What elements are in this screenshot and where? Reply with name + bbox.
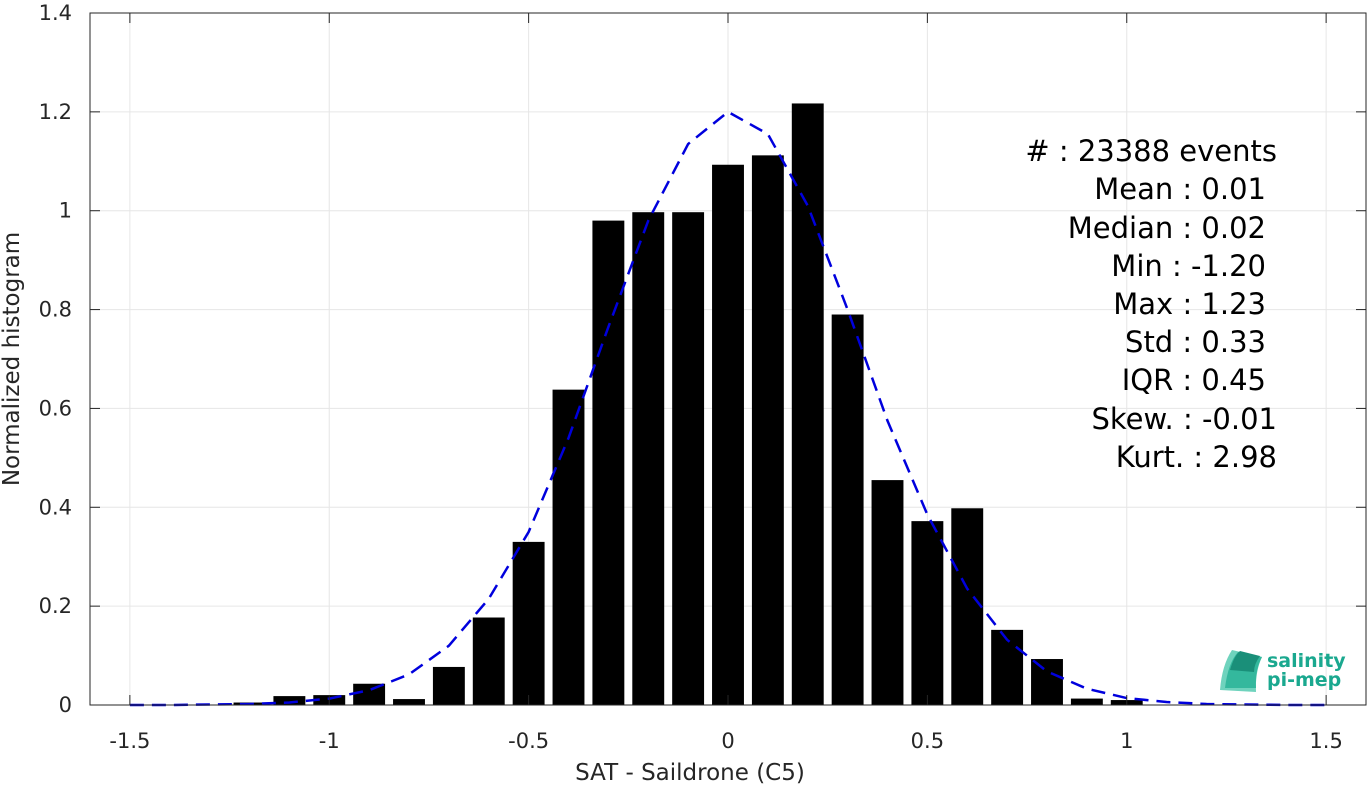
histogram-bar: [712, 164, 744, 705]
stat-skew: Skew. : -0.01: [1091, 402, 1277, 436]
y-tick-label: 0.8: [39, 298, 72, 322]
histogram-bar: [951, 508, 984, 705]
histogram-bar: [552, 389, 585, 705]
histogram-bar: [672, 212, 705, 705]
histogram-bar: [831, 314, 864, 705]
histogram-bar: [393, 699, 425, 705]
histogram-bar: [273, 696, 306, 705]
salinity-pimep-logo: salinity pi-mep: [1220, 650, 1346, 692]
y-tick-label: 0.6: [39, 396, 72, 420]
y-tick-label: 0: [59, 693, 72, 717]
histogram-bar: [1070, 698, 1103, 705]
y-tick-label: 0.2: [39, 594, 72, 618]
histogram-bar: [791, 103, 824, 705]
stat-mean: Mean : 0.01: [1094, 172, 1266, 206]
histogram-bar: [911, 521, 944, 705]
histogram-bar: [632, 212, 665, 705]
stat-std: Std : 0.33: [1125, 325, 1266, 359]
y-tick-label: 1.2: [39, 100, 72, 124]
y-tick-label: 1.4: [39, 1, 72, 25]
histogram-bar: [432, 666, 465, 705]
histogram-bar: [751, 155, 784, 706]
stat-median: Median : 0.02: [1068, 211, 1266, 245]
y-tick-label: 0.4: [39, 495, 72, 519]
x-axis-ticks: -1.5 -1 -0.5 0 0.5 1 1.5: [109, 13, 1343, 753]
y-axis-ticks: 0 0.2 0.4 0.6 0.8 1 1.2 1.4: [39, 1, 1366, 717]
histogram-bars: [233, 103, 1143, 706]
histogram-bar: [871, 480, 904, 705]
x-tick-label: 1.5: [1309, 729, 1342, 753]
x-tick-label: 0: [721, 729, 734, 753]
x-tick-label: 1: [1120, 729, 1133, 753]
wave-icon: [1220, 650, 1262, 692]
histogram-bar: [1031, 659, 1063, 705]
stat-min: Min : -1.20: [1111, 249, 1266, 283]
stats-annotation: # : 23388 events Mean : 0.01 Median : 0.…: [1025, 134, 1277, 474]
x-tick-label: -0.5: [508, 729, 549, 753]
logo-text-salinity: salinity: [1267, 650, 1346, 672]
histogram-bar: [991, 629, 1024, 705]
stat-max: Max : 1.23: [1113, 287, 1266, 321]
logo-text-pimep: pi-mep: [1267, 669, 1341, 691]
stat-count: # : 23388 events: [1025, 134, 1277, 168]
histogram-bar: [512, 541, 545, 705]
histogram-bar: [472, 617, 505, 705]
stat-iqr: IQR : 0.45: [1122, 363, 1266, 397]
x-tick-label: -1: [319, 729, 340, 753]
x-tick-label: -1.5: [109, 729, 150, 753]
histogram-bar: [353, 683, 386, 705]
y-tick-label: 1: [59, 199, 72, 223]
x-tick-label: 0.5: [911, 729, 944, 753]
y-axis-label: Normalized histogram: [0, 232, 25, 486]
x-axis-label: SAT - Saildrone (C5): [575, 760, 805, 785]
stat-kurt: Kurt. : 2.98: [1116, 440, 1277, 474]
histogram-bar: [592, 220, 625, 705]
